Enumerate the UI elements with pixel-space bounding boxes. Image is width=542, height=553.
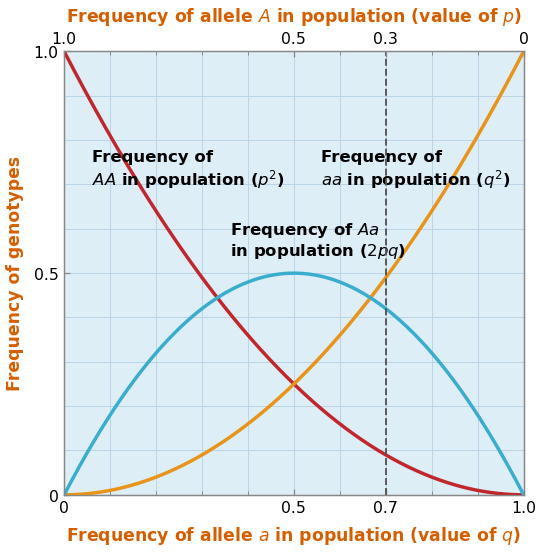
Text: Frequency of
$aa$ in population ($q^2$): Frequency of $aa$ in population ($q^2$) — [321, 149, 511, 191]
Text: Frequency of $Aa$
in population ($2pq$): Frequency of $Aa$ in population ($2pq$) — [229, 221, 405, 261]
X-axis label: Frequency of allele $a$ in population (value of $q$): Frequency of allele $a$ in population (v… — [66, 525, 521, 547]
Y-axis label: Frequency of genotypes: Frequency of genotypes — [7, 156, 24, 391]
X-axis label: Frequency of allele $A$ in population (value of $p$): Frequency of allele $A$ in population (v… — [66, 6, 521, 28]
Text: Frequency of
$AA$ in population ($p^2$): Frequency of $AA$ in population ($p^2$) — [92, 149, 285, 191]
